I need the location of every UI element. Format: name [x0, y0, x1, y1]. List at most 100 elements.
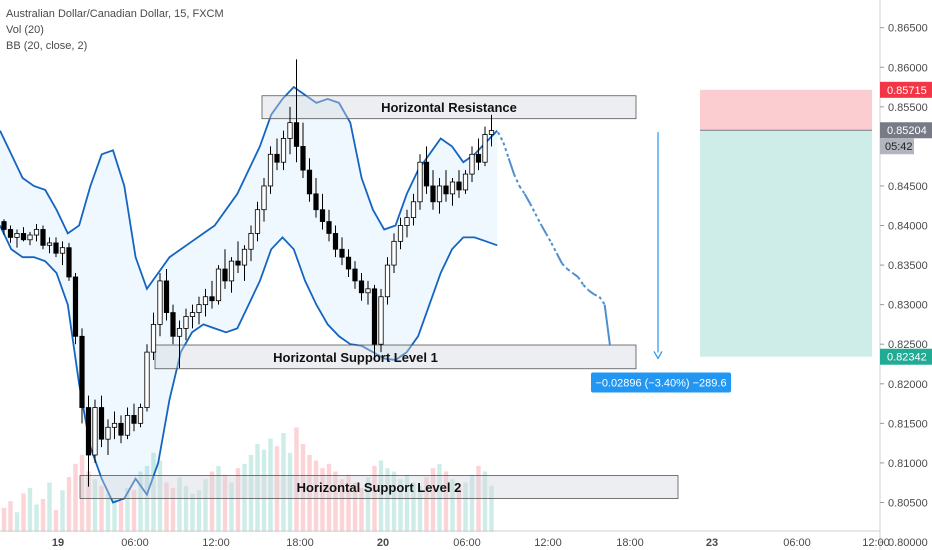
time-tick-label: 06:00: [783, 537, 811, 549]
time-tick-label: 12:00: [534, 537, 562, 549]
candle-body: [384, 264, 391, 298]
candle-body: [144, 351, 150, 408]
volume-bar: [411, 482, 416, 532]
candle-body: [404, 217, 410, 226]
volume-bar: [333, 471, 338, 532]
volume-bar: [352, 482, 358, 532]
volume-bar: [307, 455, 312, 532]
zone-label: Horizontal Resistance: [381, 100, 517, 115]
candle-body: [248, 233, 254, 250]
price-tick-label: 0.81500: [888, 418, 928, 430]
price-tick-label: 0.85500: [888, 102, 928, 114]
volume-bar: [430, 468, 436, 532]
candle-body: [462, 173, 469, 191]
candle-body: [293, 122, 300, 147]
volume-bar: [281, 433, 286, 532]
price-tick-label: 0.82500: [888, 339, 928, 351]
candle-body: [189, 312, 196, 317]
entry-price-tag: 0.85204: [887, 125, 927, 137]
time-tick-label: 06:00: [453, 537, 481, 549]
candle-body: [423, 161, 430, 187]
candle-body: [27, 234, 33, 241]
candle-body: [59, 247, 66, 254]
candle-body: [20, 233, 27, 241]
candle-body: [98, 407, 105, 440]
chart-legend: Australian Dollar/Canadian Dollar, 15, F…: [6, 6, 224, 54]
volume-bar: [398, 479, 403, 532]
candle-body: [228, 260, 235, 282]
volume-bar: [1, 507, 7, 532]
volume-bar: [456, 488, 462, 532]
candle-body: [313, 193, 319, 211]
volume-bar: [27, 488, 33, 532]
candle-body: [358, 280, 365, 294]
volume-bar: [177, 477, 182, 532]
candle-body: [443, 185, 449, 195]
volume-bar: [34, 504, 39, 532]
projection-segment: [534, 213, 542, 225]
candle-body: [118, 422, 124, 436]
measure-arrow: [653, 351, 663, 360]
volume-bar: [378, 460, 384, 532]
candle-body: [40, 229, 46, 246]
candle-body: [105, 426, 111, 440]
volume-bar: [222, 474, 228, 532]
price-tick-label: 0.81000: [888, 458, 928, 470]
candle-body: [326, 221, 332, 234]
candle-body: [449, 181, 456, 195]
countdown-box: [880, 138, 914, 155]
volume-bar: [203, 479, 208, 532]
countdown-label: 05:42: [885, 141, 913, 153]
volume-bar: [138, 471, 143, 532]
projection-segment: [513, 173, 521, 187]
volume-bar: [14, 512, 20, 532]
projection-segment: [582, 284, 590, 292]
price-tick-label: 0.82000: [888, 379, 928, 391]
candle-body: [345, 256, 352, 270]
projection-segment: [502, 142, 510, 159]
legend-symbol[interactable]: Australian Dollar/Canadian Dollar, 15, F…: [6, 8, 224, 20]
volume-bar: [443, 471, 449, 532]
short-position-tool: [700, 89, 872, 357]
candle-body: [274, 153, 280, 163]
volume-bar: [209, 471, 215, 532]
candle-body: [235, 260, 241, 266]
volume-bar: [294, 427, 299, 532]
candle-body: [488, 130, 495, 135]
candle-body: [306, 169, 313, 195]
candle-body: [176, 327, 183, 337]
volume-bar: [47, 482, 52, 532]
legend-bollinger[interactable]: BB (20, close, 2): [6, 40, 88, 52]
volume-bar: [359, 488, 364, 532]
volume-bar: [489, 485, 494, 532]
candle-body: [53, 242, 59, 254]
price-projection: [497, 131, 611, 346]
candle-body: [209, 296, 215, 302]
projection-segment: [545, 232, 553, 244]
candle-body: [92, 407, 98, 456]
target-price-tag: 0.82342: [887, 352, 927, 364]
volume-bar: [391, 471, 397, 532]
time-tick-label: 12:00: [202, 537, 230, 549]
volume-bar: [125, 488, 130, 532]
projection-segment: [566, 268, 574, 274]
projection-segment: [507, 157, 515, 175]
measure-label-box: [591, 372, 731, 393]
upper-band-line: [0, 85, 498, 291]
candle-body: [417, 161, 423, 203]
projection-segment: [497, 131, 505, 143]
legend-volume[interactable]: Vol (20): [6, 24, 44, 36]
candle-body: [196, 304, 202, 313]
candle-body: [157, 280, 163, 325]
horizontal-zones: Horizontal Resistance Horizontal Support …: [79, 95, 679, 499]
projection-segment: [529, 202, 537, 215]
candle-body: [183, 316, 189, 329]
volume-bar: [131, 490, 137, 532]
entry-price-tag-box: [880, 122, 932, 139]
candle-body: [46, 242, 53, 246]
candle-body: [222, 268, 228, 282]
candle-body: [111, 422, 118, 428]
volume-bar: [469, 474, 475, 532]
